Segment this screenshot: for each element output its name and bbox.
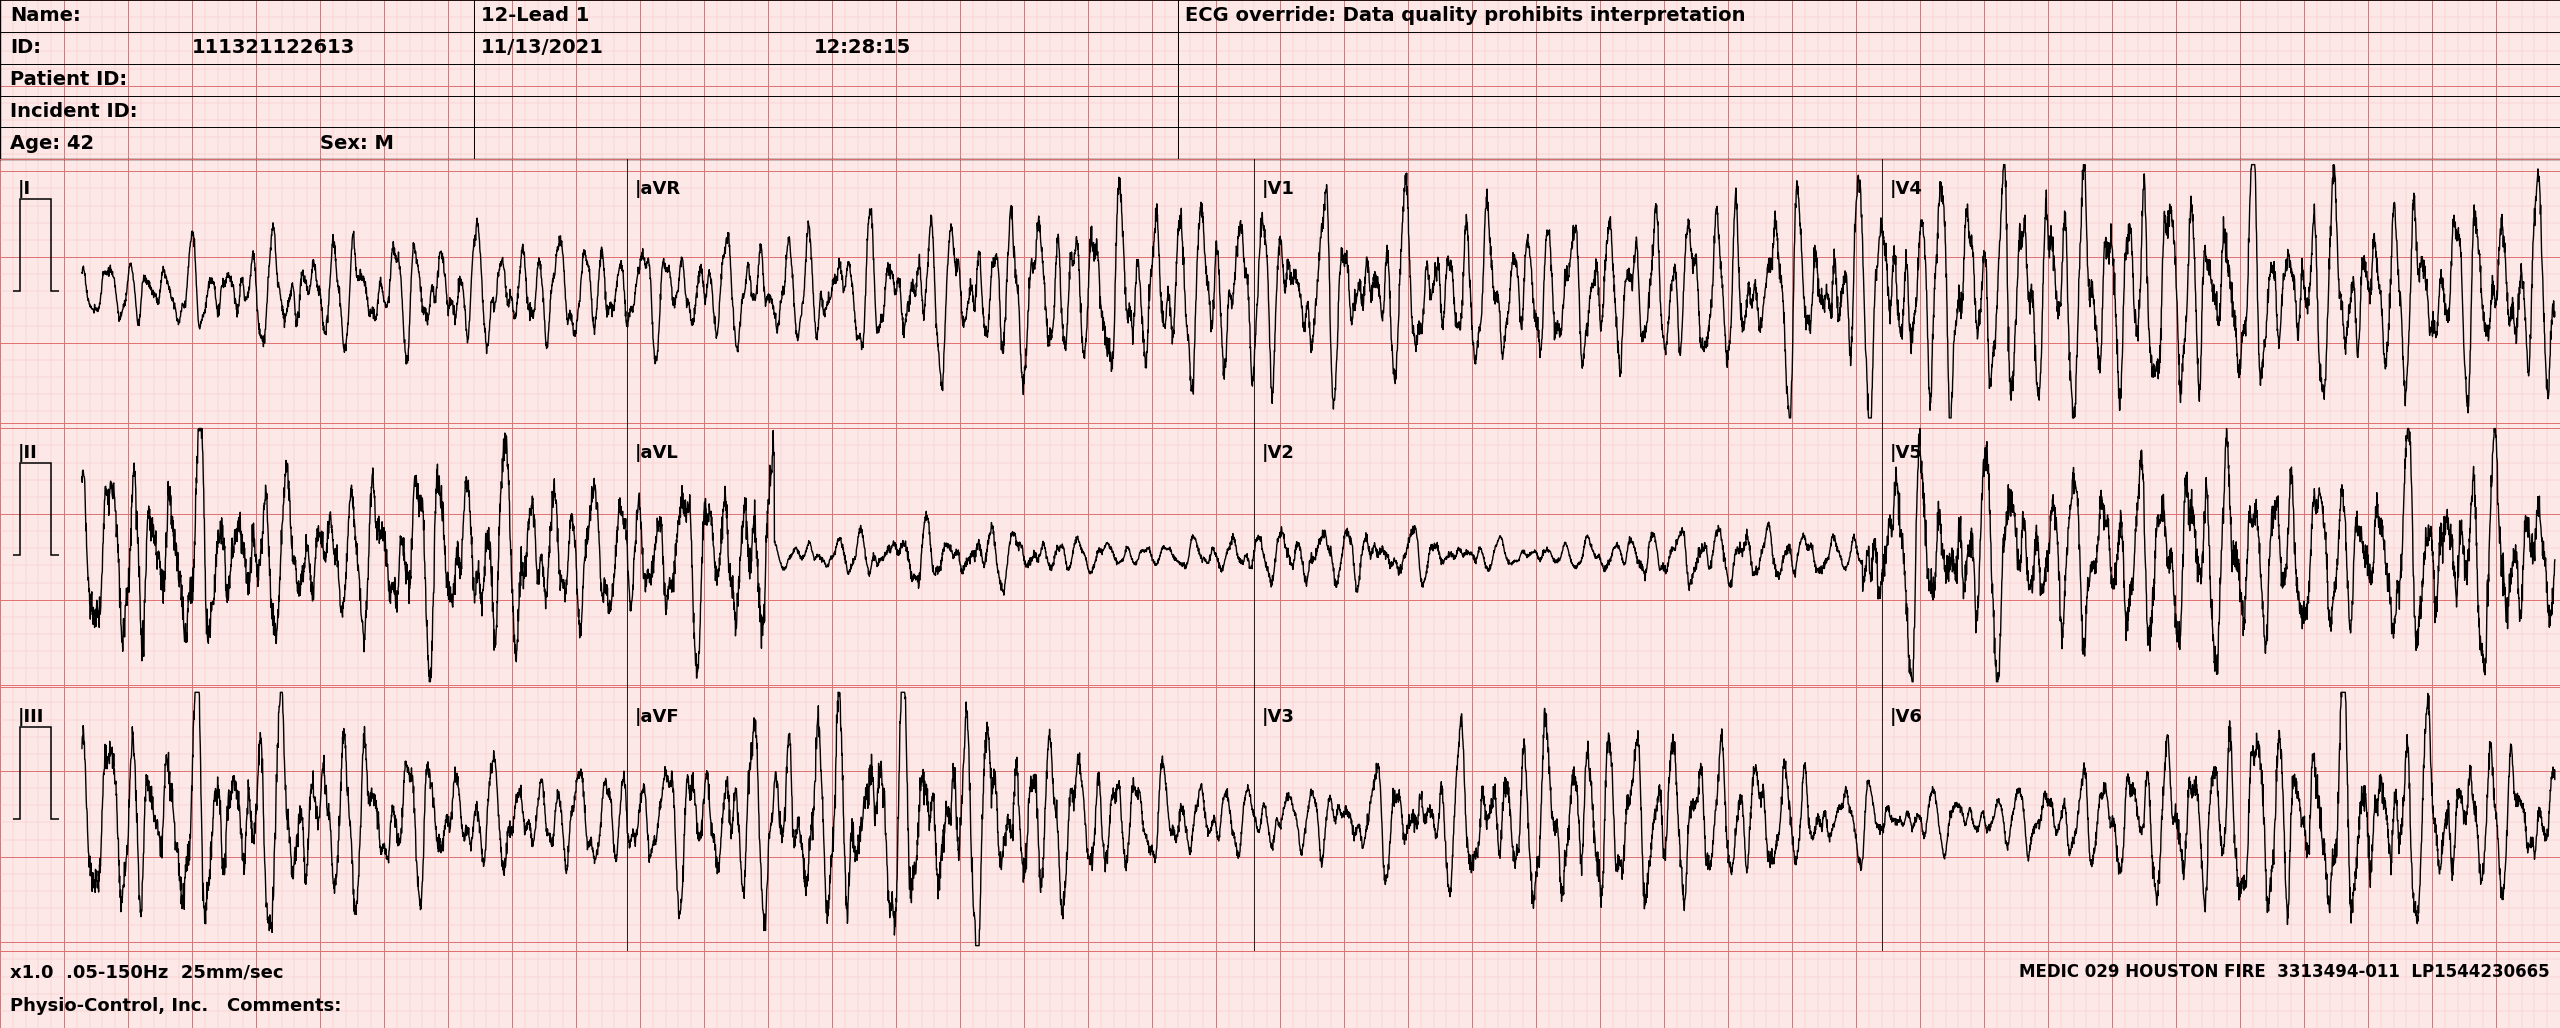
Text: |I: |I	[18, 181, 31, 198]
Text: |V2: |V2	[1262, 444, 1295, 463]
Text: |aVR: |aVR	[635, 181, 681, 198]
Text: |aVL: |aVL	[635, 444, 678, 463]
Text: Patient ID:: Patient ID:	[10, 70, 128, 89]
Text: x1.0  .05-150Hz  25mm/sec: x1.0 .05-150Hz 25mm/sec	[10, 963, 284, 982]
Text: 12-Lead 1: 12-Lead 1	[481, 6, 589, 26]
Text: Name:: Name:	[10, 6, 82, 26]
Text: Age: 42: Age: 42	[10, 134, 95, 153]
Text: |V4: |V4	[1889, 181, 1923, 198]
Text: |V1: |V1	[1262, 181, 1295, 198]
Text: ID:: ID:	[10, 38, 41, 58]
Text: Incident ID:: Incident ID:	[10, 102, 138, 121]
Text: |III: |III	[18, 708, 44, 726]
Text: |aVF: |aVF	[635, 708, 678, 726]
Text: 12:28:15: 12:28:15	[814, 38, 911, 58]
Text: 111321122613: 111321122613	[192, 38, 356, 58]
Text: |V5: |V5	[1889, 444, 1923, 463]
Text: Physio-Control, Inc.   Comments:: Physio-Control, Inc. Comments:	[10, 997, 340, 1016]
Text: 11/13/2021: 11/13/2021	[481, 38, 604, 58]
Text: MEDIC 029 HOUSTON FIRE  3313494-011  LP1544230665: MEDIC 029 HOUSTON FIRE 3313494-011 LP154…	[2020, 963, 2550, 982]
Text: Sex: M: Sex: M	[320, 134, 394, 153]
Text: |V3: |V3	[1262, 708, 1295, 726]
Text: |V6: |V6	[1889, 708, 1923, 726]
Text: |II: |II	[18, 444, 38, 463]
Text: ECG override: Data quality prohibits interpretation: ECG override: Data quality prohibits int…	[1185, 6, 1746, 26]
